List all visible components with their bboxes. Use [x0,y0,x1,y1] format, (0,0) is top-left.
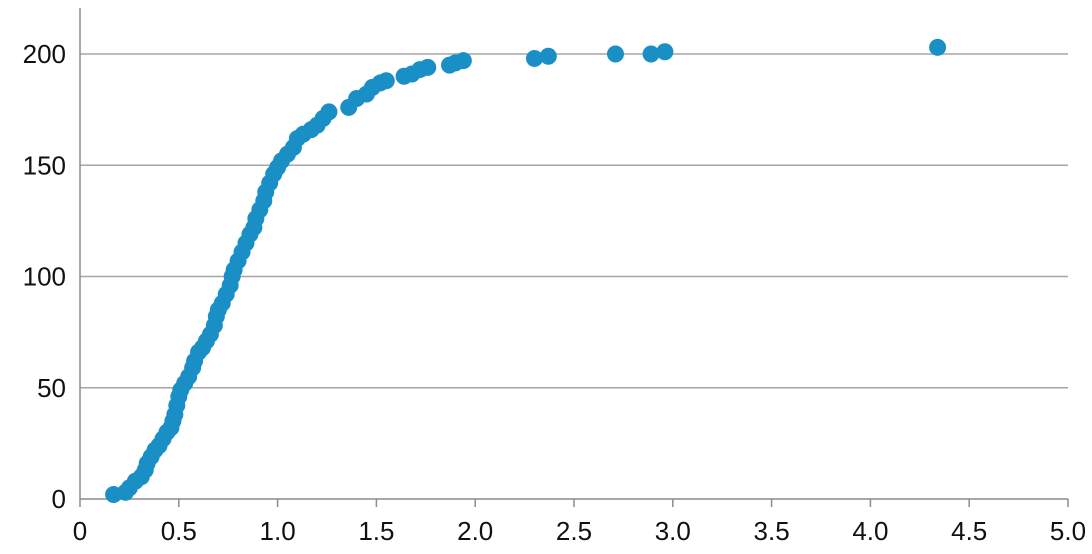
x-tick-label: 5.0 [1050,516,1086,546]
data-point [642,45,660,63]
x-tick-label: 3.5 [754,516,790,546]
y-tick-label: 50 [37,373,66,403]
data-point [377,72,395,90]
data-point [320,103,338,121]
gridlines [80,53,1068,389]
data-point [606,45,624,63]
x-tick-label: 1.5 [358,516,394,546]
x-tick-label: 0 [73,516,87,546]
data-point [656,43,674,61]
data-point [525,49,543,67]
x-tick-label: 4.5 [951,516,987,546]
x-tick-labels: 0 0.5 1.0 1.5 2.0 2.5 3.0 3.5 4.0 4.5 5.0 [73,499,1086,546]
x-tick-label: 2.0 [457,516,493,546]
data-point [539,47,557,65]
y-tick-label: 150 [23,150,66,180]
data-points [105,38,947,504]
x-tick-label: 3.0 [655,516,691,546]
x-tick-label: 4.0 [852,516,888,546]
data-point [929,38,947,56]
data-point [419,58,437,76]
y-tick-label: 100 [23,262,66,292]
axes [79,8,1068,500]
y-tick-label: 0 [52,484,66,514]
x-tick-label: 2.5 [556,516,592,546]
y-tick-labels: 0 50 100 150 200 [23,39,66,514]
x-tick-label: 0.5 [161,516,197,546]
y-tick-label: 200 [23,39,66,69]
data-point [454,52,472,70]
x-tick-label: 1.0 [260,516,296,546]
